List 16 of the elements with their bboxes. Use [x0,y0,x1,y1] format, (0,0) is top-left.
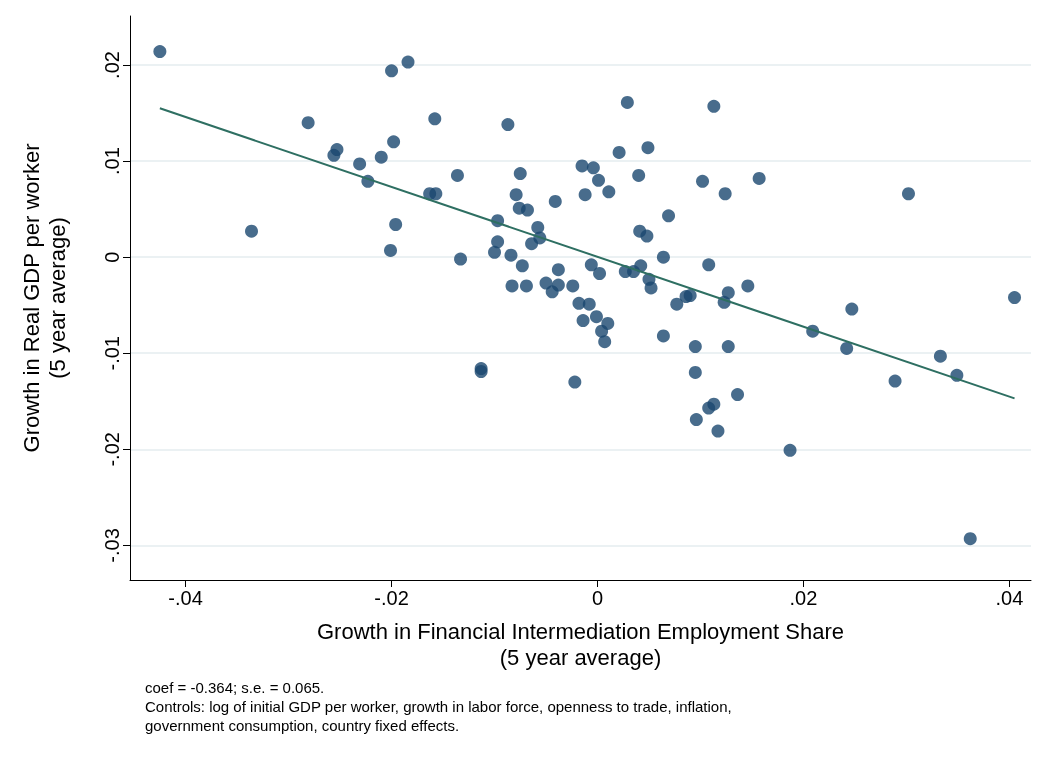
x-tick-label: -.02 [374,587,409,609]
x-tick-label: -.04 [168,587,203,609]
text: coef = -0.364; s.e. = 0.065. [145,679,325,696]
y-tick-label: .02 [101,51,123,79]
y-tick-label: -.02 [101,432,123,467]
text: government consumption, country fixed effects. [145,717,460,734]
text: Controls: log of initial GDP per worker, growth in labor force, openness to trade, inflation, [145,698,732,715]
y-tick-label: .01 [101,147,123,175]
y-tick-label: -.03 [101,528,123,563]
x-tick-label: .04 [995,587,1024,609]
x-tick-label: .02 [789,587,818,609]
x-axis-title: Growth in Financial Intermediation Employment Share (5 year average) [316,618,845,670]
y-tick-label: 0 [101,251,123,263]
x-tick-label: 0 [591,587,604,609]
y-axis-title: Growth in Real GDP per worker (5 year average) [18,143,70,453]
y-tick-label: -.01 [101,336,123,371]
